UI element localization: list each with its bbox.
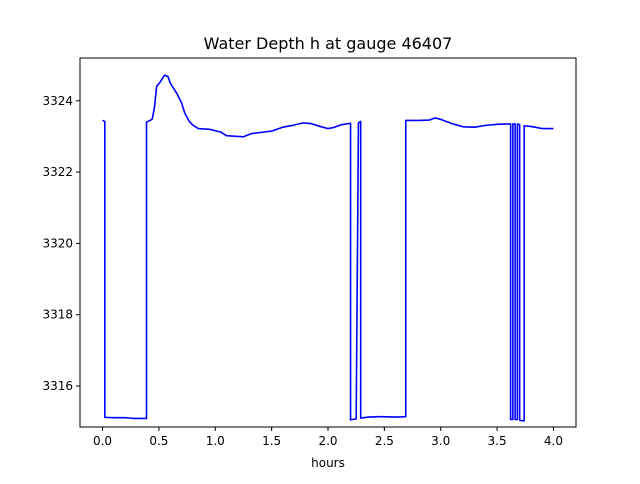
x-tick-label: 2.5	[375, 434, 394, 448]
x-tick-label: 1.5	[262, 434, 281, 448]
y-tick-label: 3320	[42, 236, 73, 250]
y-tick-label: 3324	[42, 94, 73, 108]
x-tick-label: 0.5	[149, 434, 168, 448]
x-tick-label: 0.0	[93, 434, 112, 448]
y-tick-label: 3316	[42, 379, 73, 393]
y-axis: 3316 3318 3320 3322 3324	[42, 94, 80, 393]
x-tick-label: 3.0	[431, 434, 450, 448]
plot-area	[102, 74, 554, 422]
x-axis-label: hours	[311, 456, 345, 470]
x-tick-label: 2.0	[318, 434, 337, 448]
x-tick-label: 4.0	[544, 434, 563, 448]
y-tick-label: 3318	[42, 308, 73, 322]
x-axis: 0.0 0.5 1.0 1.5 2.0 2.5 3.0 3.5 4.0	[93, 427, 563, 448]
y-tick-label: 3322	[42, 165, 73, 179]
x-tick-label: 1.0	[206, 434, 225, 448]
series-line-0	[102, 74, 554, 422]
x-tick-label: 3.5	[488, 434, 507, 448]
chart-title: Water Depth h at gauge 46407	[204, 34, 453, 53]
